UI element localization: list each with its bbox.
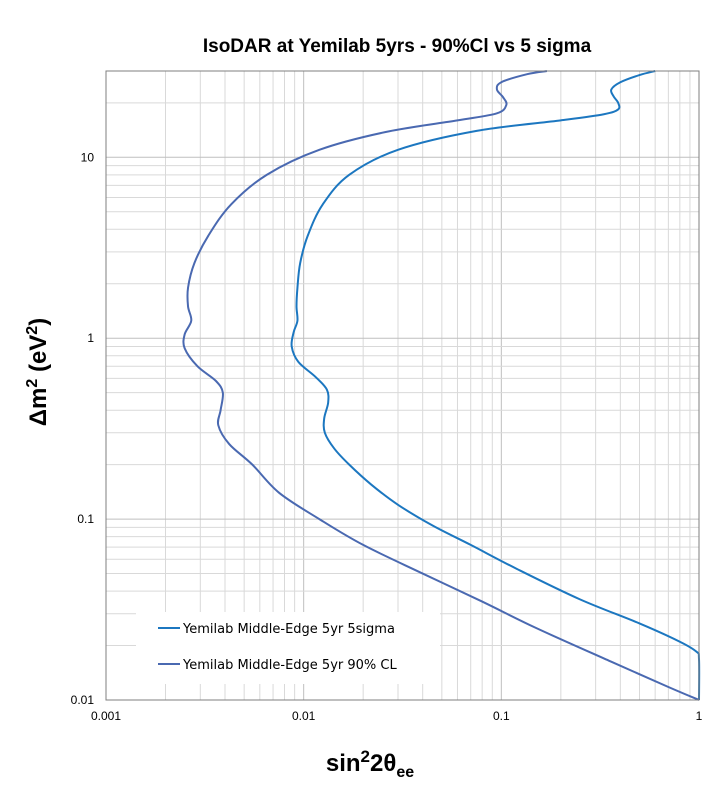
- chart-title: IsoDAR at Yemilab 5yrs - 90%Cl vs 5 sigm…: [203, 36, 592, 57]
- x-axis-title-sub: ee: [396, 764, 414, 781]
- legend: Yemilab Middle-Edge 5yr 5sigma Yemilab M…: [136, 612, 440, 684]
- y-axis-title-post: ): [25, 318, 52, 326]
- y-axis-title-mid: (eV: [25, 335, 52, 379]
- y-tick-label: 10: [81, 150, 95, 164]
- legend-box: [136, 612, 440, 684]
- series-line-5sigma: [290, 70, 701, 701]
- series-layer: [182, 70, 701, 701]
- x-tick-label: 0.001: [91, 709, 121, 723]
- legend-label-5sigma: Yemilab Middle-Edge 5yr 5sigma: [182, 622, 395, 637]
- series-line-90cl: [182, 70, 700, 701]
- x-axis-title-main: sin: [326, 750, 361, 777]
- legend-label-90cl: Yemilab Middle-Edge 5yr 90% CL: [182, 658, 397, 673]
- y-tick-label: 0.1: [77, 512, 94, 526]
- plot-area-background: [106, 71, 699, 700]
- plot-area-border: [105, 70, 700, 701]
- y-axis-title-sup2: 2: [24, 326, 41, 335]
- x-axis-title-sup: 2: [361, 747, 370, 766]
- y-tick-label: 0.01: [71, 693, 95, 707]
- y-axis-title: Δm2 (eV2): [24, 318, 52, 426]
- y-tick-label: 1: [87, 331, 94, 345]
- grid: [106, 71, 699, 700]
- x-axis-title-mid: 2θ: [370, 750, 396, 777]
- x-tick-labels: 0.001 0.01 0.1 1: [91, 709, 703, 723]
- plot-area: [106, 71, 699, 700]
- y-tick-labels: 0.01 0.1 1 10: [71, 150, 95, 707]
- x-tick-label: 0.1: [493, 709, 510, 723]
- y-axis-title-pre: Δm: [25, 388, 52, 427]
- x-tick-label: 0.01: [292, 709, 316, 723]
- y-axis-title-sup1: 2: [24, 379, 41, 388]
- x-tick-label: 1: [696, 709, 703, 723]
- x-axis-title: sin22θee: [326, 747, 414, 781]
